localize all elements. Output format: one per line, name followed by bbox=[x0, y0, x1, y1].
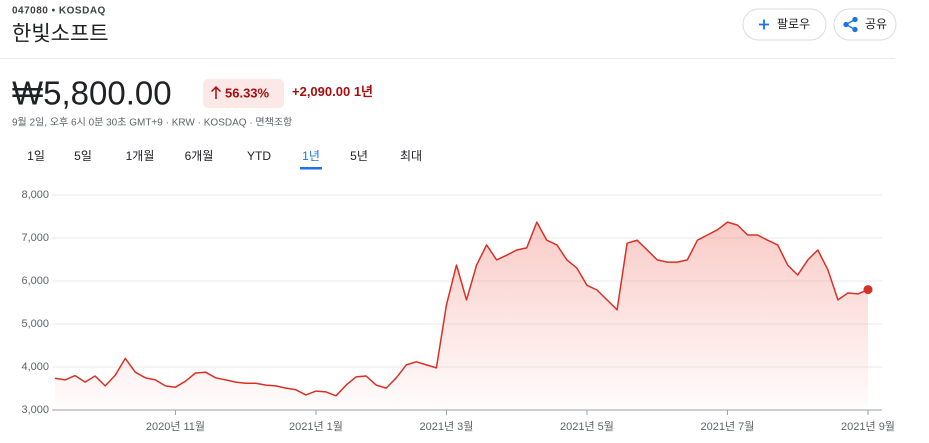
follow-button[interactable]: 팔로우 bbox=[742, 8, 827, 41]
x-tick-label: 2021년 9월 bbox=[841, 420, 895, 433]
x-tick-label: 2021년 3월 bbox=[419, 420, 473, 433]
chart: 3,000 4,000 5,000 6,000 7,000 8,000 2020년 11월 2… bbox=[21, 189, 894, 433]
change-percent: 56.33% bbox=[225, 85, 270, 100]
range-tab[interactable]: 5일 bbox=[74, 149, 92, 163]
change-badge bbox=[203, 79, 284, 108]
x-tick-label: 2021년 1월 bbox=[289, 420, 343, 433]
change-period: 1년 bbox=[354, 84, 373, 99]
y-tick-label: 7,000 bbox=[21, 232, 49, 244]
range-tab[interactable]: 1개월 bbox=[126, 149, 155, 163]
range-tab[interactable]: 6개월 bbox=[185, 149, 214, 163]
price: ₩5,800.00 bbox=[12, 75, 172, 112]
last-point bbox=[863, 285, 873, 295]
change-amount: +2,090.00 1년 bbox=[292, 84, 373, 99]
x-tick-label: 2020년 11월 bbox=[146, 420, 205, 433]
y-tick-label: 3,000 bbox=[21, 404, 49, 416]
range-tab[interactable]: 5년 bbox=[350, 149, 368, 163]
selected-underline bbox=[300, 167, 322, 170]
share-button[interactable]: 공유 bbox=[833, 8, 897, 41]
x-tick-label: 2021년 7월 bbox=[701, 420, 755, 433]
range-tab[interactable]: 1일 bbox=[27, 149, 45, 163]
y-tick-label: 8,000 bbox=[21, 189, 49, 201]
range-tab[interactable]: 최대 bbox=[400, 149, 422, 163]
y-tick-label: 5,000 bbox=[21, 318, 49, 330]
range-tab[interactable]: YTD bbox=[247, 149, 271, 163]
line-area bbox=[55, 222, 868, 410]
y-tick-label: 4,000 bbox=[21, 361, 49, 373]
range-tab[interactable]: 1년 bbox=[302, 149, 320, 163]
button-label[interactable]: 공유 bbox=[865, 17, 887, 31]
y-tick-label: 6,000 bbox=[21, 275, 49, 287]
change-abs: +2,090.00 bbox=[292, 84, 350, 99]
quote-info: 9월 2일, 오후 6시 0분 30초 GMT+9 · KRW · KOSDAQ… bbox=[12, 117, 292, 129]
price-line bbox=[54, 221, 869, 397]
range-tabs: 1일 5일 1개월 6개월 YTD 1년 5년 최대 bbox=[27, 149, 422, 170]
x-tick-label: 2021년 5월 bbox=[560, 420, 614, 433]
stock-name: 한빛소프트 bbox=[12, 23, 109, 46]
button-label[interactable]: 팔로우 bbox=[777, 17, 810, 31]
up-arrow bbox=[210, 85, 222, 99]
ticker-line: 047080 • KOSDAQ bbox=[12, 6, 106, 17]
